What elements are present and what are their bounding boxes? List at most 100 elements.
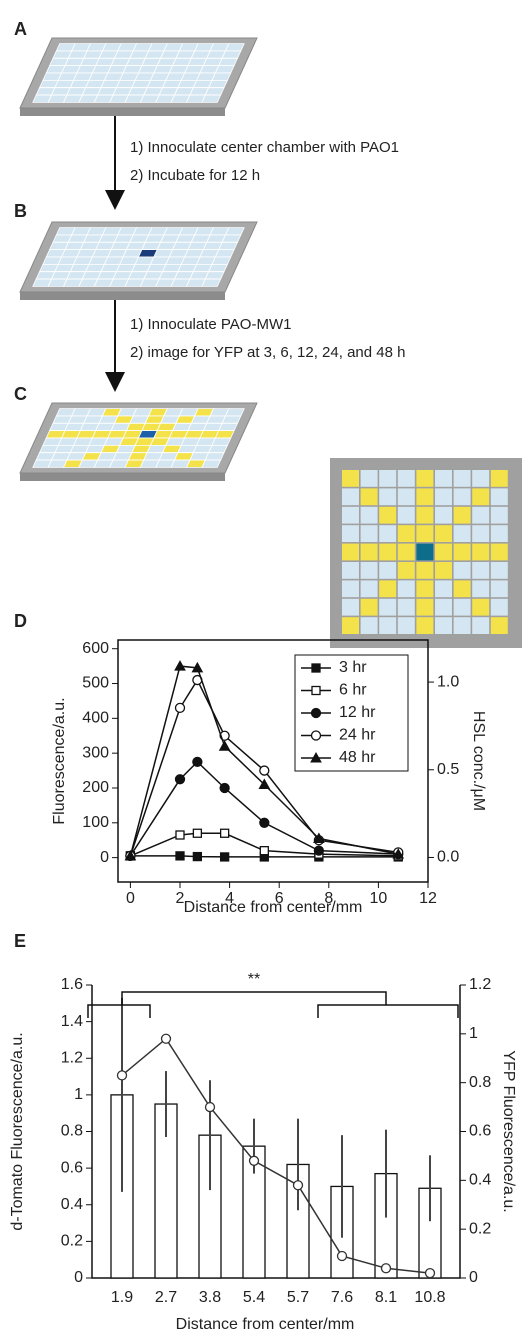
y-tick-label: 300 bbox=[82, 744, 109, 761]
y-tick-label: 0.6 bbox=[61, 1159, 83, 1176]
legend-label: 3 hr bbox=[339, 659, 367, 676]
marker bbox=[314, 846, 323, 855]
well bbox=[398, 488, 415, 505]
marker bbox=[193, 853, 201, 861]
well bbox=[361, 488, 378, 505]
well bbox=[491, 470, 508, 487]
well bbox=[222, 416, 241, 423]
well bbox=[435, 599, 452, 616]
legend-label: 48 hr bbox=[339, 749, 376, 766]
well bbox=[398, 544, 415, 561]
marker bbox=[426, 1269, 435, 1278]
y2-tick-label: 0.2 bbox=[469, 1220, 491, 1237]
marker bbox=[176, 831, 184, 839]
marker bbox=[250, 1156, 259, 1165]
well bbox=[454, 562, 471, 579]
well bbox=[398, 562, 415, 579]
well bbox=[225, 409, 244, 416]
x-tick-label: 0 bbox=[126, 890, 135, 907]
marker bbox=[176, 703, 185, 712]
well bbox=[416, 525, 433, 542]
well bbox=[225, 44, 244, 51]
well bbox=[435, 544, 452, 561]
panel-label: B bbox=[14, 201, 27, 221]
y-axis-label: Fluorescence/a.u. bbox=[51, 697, 68, 824]
marker bbox=[312, 687, 320, 695]
well bbox=[361, 470, 378, 487]
well bbox=[205, 272, 224, 279]
well bbox=[416, 617, 433, 634]
well bbox=[215, 66, 234, 73]
well bbox=[202, 279, 221, 286]
well bbox=[472, 488, 489, 505]
step-text: 1) Innoculate center chamber with PAO1 bbox=[130, 139, 399, 156]
step-text: 2) Incubate for 12 h bbox=[130, 167, 260, 184]
page: {"schematic": {"labels": ["A", "B", "C"]… bbox=[0, 0, 528, 1338]
well bbox=[342, 562, 359, 579]
marker bbox=[312, 731, 321, 740]
well bbox=[416, 488, 433, 505]
well bbox=[398, 617, 415, 634]
well bbox=[398, 580, 415, 597]
y2-axis-label: YFP Fluorescence/a.u. bbox=[500, 1050, 517, 1212]
well bbox=[379, 507, 396, 524]
panel-label: C bbox=[14, 384, 27, 404]
well bbox=[202, 95, 221, 102]
bracket bbox=[88, 992, 458, 1018]
x-tick-label: 7.6 bbox=[331, 1289, 353, 1306]
y2-tick-label: 1.2 bbox=[469, 976, 491, 993]
well bbox=[472, 562, 489, 579]
well bbox=[379, 470, 396, 487]
well bbox=[472, 507, 489, 524]
marker bbox=[221, 829, 229, 837]
y-tick-label: 0.2 bbox=[61, 1233, 83, 1250]
well bbox=[222, 235, 241, 242]
y-tick-label: 1.2 bbox=[61, 1049, 83, 1066]
well bbox=[435, 580, 452, 597]
marker bbox=[176, 852, 184, 860]
well bbox=[379, 544, 396, 561]
well bbox=[491, 580, 508, 597]
well bbox=[416, 544, 433, 561]
well bbox=[379, 599, 396, 616]
y-tick-label: 0 bbox=[100, 849, 109, 866]
well bbox=[219, 423, 238, 430]
well bbox=[379, 562, 396, 579]
y2-tick-label: 0.0 bbox=[437, 849, 459, 866]
well bbox=[219, 58, 238, 65]
marker bbox=[260, 818, 269, 827]
x-axis-label: Distance from center/mm bbox=[184, 899, 363, 916]
marker bbox=[162, 1034, 171, 1043]
step-text: 1) Innoculate PAO-MW1 bbox=[130, 316, 291, 333]
x-tick-label: 2.7 bbox=[155, 1289, 177, 1306]
well bbox=[361, 544, 378, 561]
y2-axis-label: HSL conc./μM bbox=[470, 711, 487, 811]
well bbox=[342, 617, 359, 634]
x-tick-label: 3.8 bbox=[199, 1289, 221, 1306]
well bbox=[472, 525, 489, 542]
annotation: ** bbox=[248, 971, 260, 988]
well bbox=[416, 507, 433, 524]
marker bbox=[206, 1103, 215, 1112]
well bbox=[212, 257, 231, 264]
well bbox=[215, 431, 234, 438]
y-tick-label: 0.8 bbox=[61, 1123, 83, 1140]
well bbox=[209, 264, 228, 271]
y2-tick-label: 0 bbox=[469, 1269, 478, 1286]
well bbox=[454, 599, 471, 616]
well bbox=[491, 525, 508, 542]
legend-label: 12 hr bbox=[339, 704, 376, 721]
panel-label: A bbox=[14, 19, 27, 39]
well bbox=[342, 580, 359, 597]
well bbox=[342, 488, 359, 505]
well bbox=[435, 488, 452, 505]
marker bbox=[382, 1264, 391, 1273]
well bbox=[491, 599, 508, 616]
x-axis-label: Distance from center/mm bbox=[176, 1316, 355, 1333]
x-tick-label: 10 bbox=[370, 890, 388, 907]
well bbox=[472, 599, 489, 616]
marker bbox=[338, 1252, 347, 1261]
well bbox=[454, 617, 471, 634]
marker bbox=[260, 766, 269, 775]
marker bbox=[193, 829, 201, 837]
